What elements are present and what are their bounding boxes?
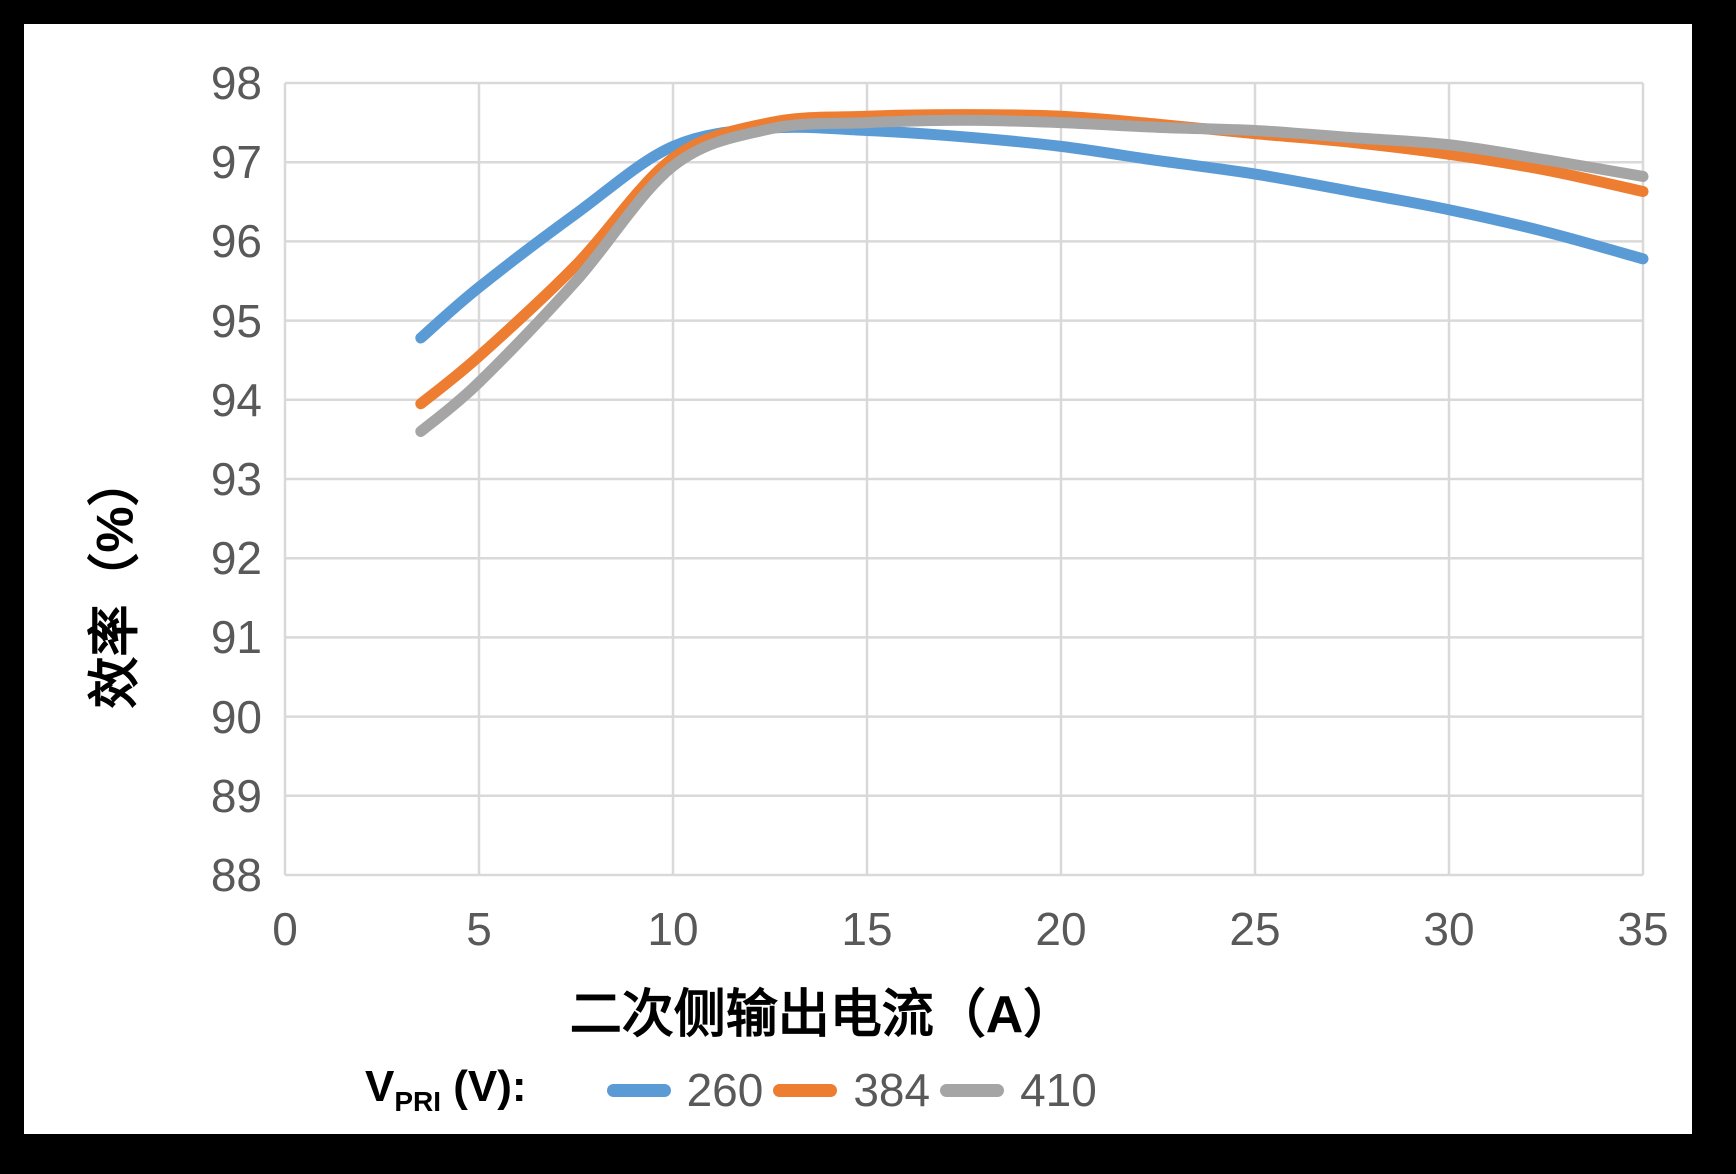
legend-item-384: 384 (773, 1063, 930, 1117)
x-tick-label: 20 (1035, 903, 1087, 955)
legend-label-384: 384 (853, 1064, 931, 1116)
x-tick-label: 0 (272, 903, 298, 955)
x-tick-label: 5 (466, 903, 492, 955)
x-tick-label: 15 (841, 903, 893, 955)
y-tick-label: 88 (210, 849, 262, 901)
y-tick-label: 98 (210, 57, 262, 109)
legend-swatch-410 (940, 1083, 1005, 1097)
series-line-384 (415, 109, 1649, 410)
y-tick-label: 97 (210, 136, 262, 189)
x-tick-label: 25 (1229, 903, 1281, 955)
legend-title-subscript: PRI (394, 1085, 442, 1117)
legend-title: VPRI (V): (365, 1062, 527, 1118)
legend-item-410: 410 (940, 1063, 1097, 1117)
y-tick-label: 91 (210, 611, 262, 664)
y-tick-label: 94 (210, 373, 262, 426)
series-line-260 (415, 121, 1649, 344)
x-tick-label: 10 (647, 903, 699, 955)
y-tick-label: 93 (210, 453, 262, 505)
y-tick-label: 90 (210, 690, 262, 743)
legend-swatch-260 (606, 1083, 671, 1097)
y-tick-label: 96 (210, 215, 262, 268)
y-tick-label: 89 (210, 769, 262, 822)
legend-title-rest: (V): (441, 1062, 527, 1112)
legend: VPRI (V): 260 384 410 (365, 1058, 1107, 1122)
legend-label-410: 410 (1020, 1064, 1097, 1116)
series-line-410 (415, 114, 1649, 437)
legend-swatch-384 (773, 1083, 838, 1097)
y-tick-label: 95 (210, 294, 262, 347)
x-tick-label: 35 (1617, 903, 1669, 955)
x-tick-label: 30 (1423, 903, 1475, 955)
y-tick-label: 92 (210, 532, 262, 585)
legend-items: 260 384 410 (606, 1063, 1107, 1117)
legend-label-260: 260 (686, 1064, 764, 1116)
legend-title-v: V (365, 1062, 395, 1112)
x-axis-title: 二次侧输出电流（A） (569, 986, 1076, 1044)
legend-item-260: 260 (606, 1063, 764, 1117)
chart-panel (24, 24, 1692, 1134)
